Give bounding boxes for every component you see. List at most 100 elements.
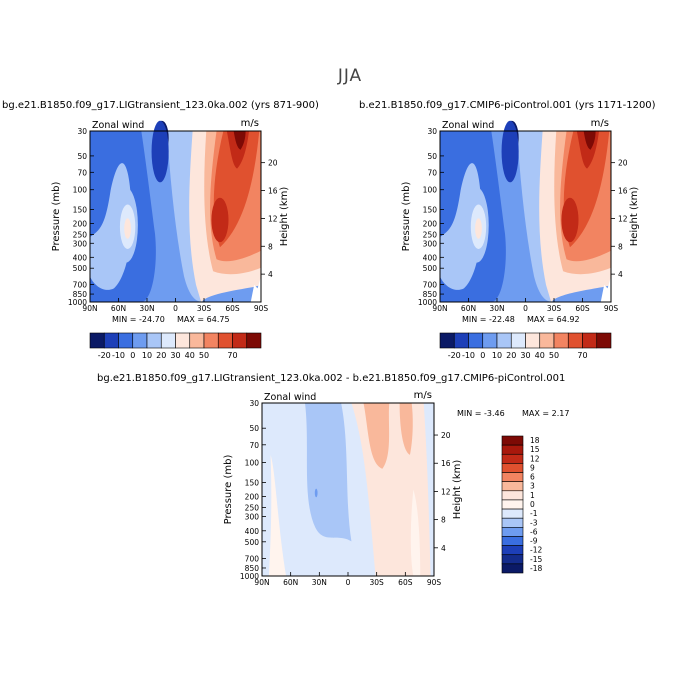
contour-field bbox=[90, 120, 261, 302]
y-tick-label: 700 bbox=[73, 281, 88, 290]
height-tick-label: 16 bbox=[268, 187, 278, 196]
height-tick-label: 12 bbox=[268, 214, 278, 223]
y-axis-title: Pressure (mb) bbox=[401, 182, 412, 252]
y-tick-label: 700 bbox=[423, 281, 438, 290]
y-tick-label: 150 bbox=[423, 205, 438, 214]
height-tick-label: 20 bbox=[618, 159, 628, 168]
y-tick-label: 200 bbox=[423, 220, 438, 229]
contour-region-16 bbox=[151, 120, 169, 183]
colorbar-label: -18 bbox=[530, 564, 542, 573]
colorbar-box bbox=[175, 332, 191, 349]
colorbar-label: -20 bbox=[98, 351, 111, 360]
field-label: Zonal wind bbox=[442, 120, 494, 131]
panel-3: Zonal wind m/s305070100150200250300400500… bbox=[223, 390, 569, 587]
colorbar-box bbox=[501, 517, 524, 528]
colorbar-label: 15 bbox=[530, 445, 540, 454]
x-tick-label: 30N bbox=[312, 578, 327, 587]
y-tick-label: 1000 bbox=[418, 298, 437, 307]
y-tick-label: 150 bbox=[245, 478, 260, 487]
panel-1-title: bg.e21.B1850.f09_g17.LIGtransient_123.0k… bbox=[2, 100, 319, 111]
colorbar-label: 40 bbox=[185, 351, 195, 360]
right-axis-title: Height (km) bbox=[452, 460, 463, 520]
y-tick-label: 1000 bbox=[240, 572, 259, 581]
colorbar-box bbox=[501, 453, 524, 464]
colorbar-box bbox=[525, 332, 541, 349]
colorbar-label: 1 bbox=[530, 491, 535, 500]
x-tick-label: 60S bbox=[398, 578, 413, 587]
y-tick-label: 400 bbox=[245, 527, 260, 536]
colorbar-box bbox=[501, 536, 524, 546]
x-tick-label: 30N bbox=[489, 304, 504, 313]
contour-region-7 bbox=[314, 488, 318, 498]
colorbar-box bbox=[217, 332, 233, 349]
colorbar-box bbox=[439, 332, 455, 349]
min-label: MIN = -24.70 bbox=[112, 315, 165, 324]
colorbar-box bbox=[501, 490, 524, 501]
y-tick-label: 30 bbox=[427, 127, 437, 136]
panel-3-title: bg.e21.B1850.f09_g17.LIGtransient_123.0k… bbox=[97, 373, 566, 384]
contour-field bbox=[262, 403, 434, 576]
x-tick-label: 0 bbox=[346, 578, 351, 587]
colorbar-label: 50 bbox=[549, 351, 559, 360]
y-tick-label: 400 bbox=[423, 253, 438, 262]
colorbar-label: 0 bbox=[130, 351, 135, 360]
colorbar-box bbox=[146, 332, 162, 349]
height-tick-label: 8 bbox=[618, 242, 623, 251]
right-axis-title: Height (km) bbox=[279, 187, 290, 247]
y-tick-label: 400 bbox=[73, 253, 88, 262]
colorbar-label: -10 bbox=[462, 351, 475, 360]
x-tick-label: 30N bbox=[139, 304, 154, 313]
colorbar-box bbox=[118, 332, 134, 349]
field-label: Zonal wind bbox=[92, 120, 144, 131]
y-axis-title: Pressure (mb) bbox=[223, 455, 234, 525]
colorbar-label: 70 bbox=[227, 351, 237, 360]
contour-region-2 bbox=[305, 403, 352, 542]
colorbar-box bbox=[468, 332, 484, 349]
colorbar-box bbox=[501, 463, 524, 473]
colorbar-label: 12 bbox=[530, 454, 540, 463]
y-tick-label: 100 bbox=[73, 186, 88, 195]
colorbar-label: -15 bbox=[530, 555, 542, 564]
colorbar-box bbox=[203, 332, 219, 349]
colorbar-box bbox=[453, 332, 469, 349]
colorbar-box bbox=[501, 527, 524, 537]
colorbar-label: 10 bbox=[142, 351, 152, 360]
colorbar-label: -12 bbox=[530, 546, 542, 555]
colorbar-box bbox=[582, 332, 598, 349]
colorbar-box bbox=[501, 545, 524, 556]
y-tick-label: 200 bbox=[73, 220, 88, 229]
colorbar-box bbox=[482, 332, 498, 349]
colorbar-box bbox=[501, 435, 524, 446]
colorbar-box bbox=[501, 508, 524, 519]
max-label: MAX = 64.92 bbox=[527, 315, 580, 324]
colorbar-label: 20 bbox=[156, 351, 166, 360]
x-tick-label: 90N bbox=[254, 578, 269, 587]
y-tick-label: 250 bbox=[423, 230, 438, 239]
colorbar-label: 20 bbox=[506, 351, 516, 360]
colorbar-box bbox=[501, 554, 524, 565]
height-tick-label: 12 bbox=[441, 487, 451, 496]
units-label: m/s bbox=[241, 118, 259, 129]
y-tick-label: 850 bbox=[245, 564, 260, 573]
y-tick-label: 50 bbox=[427, 152, 437, 161]
x-tick-label: 0 bbox=[523, 304, 528, 313]
height-tick-label: 12 bbox=[618, 214, 628, 223]
height-tick-label: 4 bbox=[441, 544, 446, 553]
height-tick-label: 16 bbox=[618, 187, 628, 196]
colorbar-label: -20 bbox=[448, 351, 461, 360]
colorbar-label: 70 bbox=[577, 351, 587, 360]
contour-region-5 bbox=[399, 403, 413, 455]
colorbar-label: 3 bbox=[530, 482, 535, 491]
contour-region-1 bbox=[268, 454, 287, 576]
x-tick-label: 30S bbox=[547, 304, 562, 313]
colorbar-box bbox=[501, 472, 524, 482]
y-tick-label: 30 bbox=[249, 399, 259, 408]
colorbar-box bbox=[510, 332, 526, 349]
y-tick-label: 50 bbox=[77, 152, 87, 161]
colorbar-box bbox=[160, 332, 176, 349]
height-tick-label: 20 bbox=[441, 431, 451, 440]
x-tick-label: 90N bbox=[82, 304, 97, 313]
colorbar-label: -10 bbox=[112, 351, 125, 360]
colorbar-box bbox=[501, 563, 524, 574]
colorbar-box bbox=[567, 332, 583, 349]
